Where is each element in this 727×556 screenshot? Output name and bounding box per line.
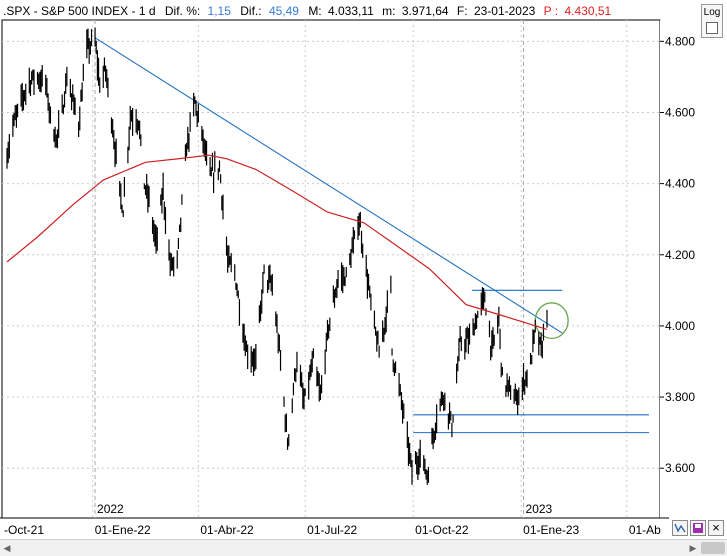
x-tick-label: 01-Ab: [629, 523, 661, 537]
header-min-label: m:: [382, 4, 395, 18]
header-price-value: 4.430,51: [564, 4, 611, 18]
y-tick-label: 4.200: [665, 248, 695, 262]
header-difpct-label: Dif. %:: [165, 4, 200, 18]
log-label: Log: [703, 7, 721, 18]
header-dif-label: Dif.:: [240, 4, 261, 18]
header-symbol: .SPX - S&P 500 INDEX - 1 d: [3, 4, 156, 18]
horizontal-scrollbar[interactable]: ◀ ▶: [0, 539, 727, 556]
header-difpct-value: 1,15: [208, 4, 232, 18]
scroll-right-icon[interactable]: ▶: [689, 543, 697, 553]
chart-toolbar: ×: [669, 518, 727, 538]
y-tick-label: 4.000: [665, 319, 695, 333]
x-tick-label: 01-Ene-22: [95, 523, 151, 537]
x-tick-label: 01-Oct-22: [415, 523, 469, 537]
save-icon[interactable]: [690, 520, 706, 536]
trendline: [94, 37, 563, 334]
header-price-label: P :: [544, 4, 558, 18]
log-checkbox[interactable]: [706, 22, 718, 34]
chart-header: .SPX - S&P 500 INDEX - 1 d Dif. %: 1,15 …: [3, 4, 612, 18]
period-icon[interactable]: [672, 520, 688, 536]
right-axis-panel: [660, 20, 726, 518]
year-label: 2023: [526, 502, 553, 516]
x-tick-label: -Oct-21: [4, 523, 44, 537]
y-tick-label: 3.800: [665, 390, 695, 404]
year-label: 2022: [97, 502, 124, 516]
y-tick-label: 4.400: [665, 177, 695, 191]
header-max-value: 4.033,11: [328, 4, 374, 18]
x-tick-label: 01-Ene-23: [523, 523, 579, 537]
series: [6, 27, 548, 485]
close-button[interactable]: ×: [708, 520, 724, 536]
header-max-label: M:: [308, 4, 321, 18]
scroll-left-icon[interactable]: ◀: [3, 543, 11, 553]
x-axis: -Oct-21 01-Ene-22 01-Abr-22 01-Jul-22 01-Oct…: [4, 502, 661, 537]
header-min-value: 3.971,64: [402, 4, 449, 18]
header-date-value: 23-01-2023: [474, 4, 536, 18]
y-tick-label: 4.800: [665, 34, 695, 48]
y-axis: 3.600 3.800 4.000 4.200 4.400 4.600 4.800: [660, 34, 695, 475]
plot-area: [1, 19, 661, 519]
moving-average-line: [6, 154, 548, 331]
gridlines: [2, 20, 660, 518]
y-tick-label: 3.600: [665, 461, 695, 475]
header-date-label: F:: [457, 4, 468, 18]
log-scale-toggle[interactable]: Log: [701, 4, 723, 38]
y-tick-label: 4.600: [665, 105, 695, 119]
x-tick-label: 01-Jul-22: [307, 523, 357, 537]
scrollbar-thumb[interactable]: [701, 542, 725, 554]
x-tick-label: 01-Abr-22: [200, 523, 254, 537]
header-dif-value: 45,49: [269, 4, 299, 18]
